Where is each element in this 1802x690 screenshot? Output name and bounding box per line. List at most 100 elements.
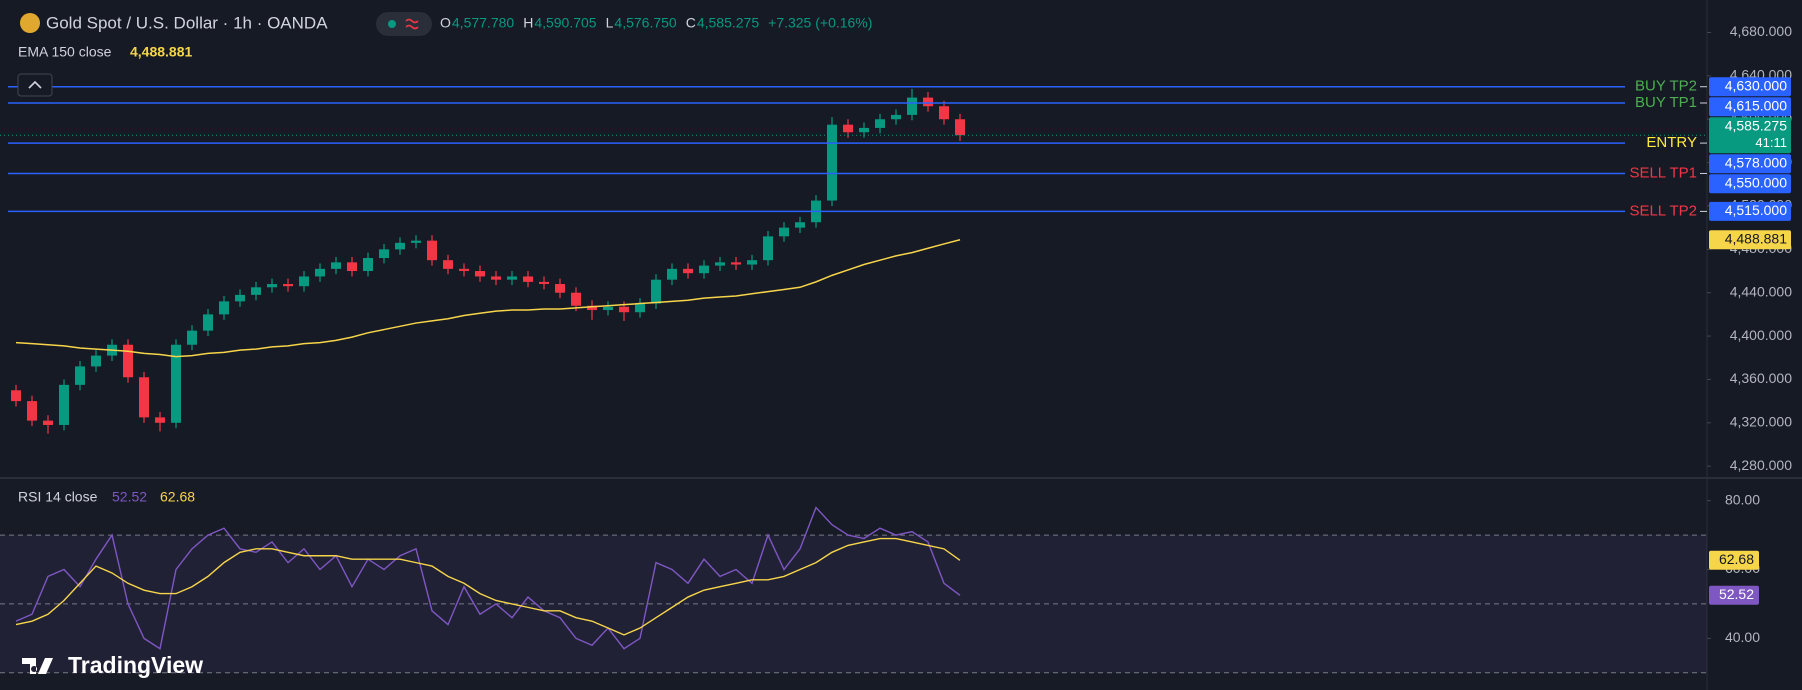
- y-tick-label: 4,400.000: [1730, 327, 1792, 343]
- candle-body: [363, 258, 373, 272]
- y-tick-label: 4,440.000: [1730, 283, 1792, 299]
- price-box: [1709, 201, 1791, 221]
- level-name: SELL TP2: [1629, 202, 1697, 219]
- ohlc-value: 4,590.705: [534, 15, 596, 31]
- candle-body: [571, 292, 581, 306]
- ohlc-key: H: [523, 15, 533, 31]
- candle-body: [331, 262, 341, 269]
- level-name: SELL TP1: [1629, 164, 1697, 181]
- price-box-label: 4,578.000: [1725, 154, 1787, 170]
- symbol-icon: [20, 13, 40, 33]
- rsi-line: [15, 506, 961, 650]
- candle-body: [651, 279, 661, 304]
- candle-body: [315, 268, 325, 277]
- rsi-ma-legend-value: 62.68: [160, 489, 195, 505]
- candle-body: [955, 119, 965, 136]
- price-box: [1709, 174, 1791, 194]
- price-box: [1709, 77, 1791, 97]
- rsi-box: [1709, 585, 1759, 605]
- candle-body: [603, 306, 613, 311]
- candle-body: [475, 271, 485, 277]
- symbol-title: Gold Spot / U.S. Dollar · 1h · OANDA: [46, 13, 328, 32]
- candle-body: [827, 124, 837, 201]
- price-box-label: 4,615.000: [1725, 97, 1787, 113]
- collapse-icon: [28, 80, 42, 89]
- ohlc-value: 4,576.750: [614, 15, 676, 31]
- candle-body: [699, 265, 709, 274]
- candle-body: [299, 276, 309, 287]
- rsi-box-label: 62.68: [1719, 551, 1754, 567]
- watermark-logo: [22, 658, 53, 674]
- price-box: [1709, 230, 1791, 250]
- candle-body: [907, 97, 917, 115]
- candle-body: [555, 284, 565, 293]
- candle-body: [635, 303, 645, 313]
- ema-legend: EMA 150 close: [18, 44, 112, 60]
- watermark: TradingView: [68, 652, 203, 678]
- ohlc-value: 4,585.275: [697, 15, 759, 31]
- candle-body: [283, 284, 293, 287]
- price-box-label: 41:11: [1755, 135, 1787, 150]
- candle-body: [11, 390, 21, 402]
- y-tick-label: 80.00: [1725, 491, 1760, 507]
- candle-body: [683, 268, 693, 274]
- y-tick-label: 4,360.000: [1730, 370, 1792, 386]
- candle-body: [43, 420, 53, 425]
- candle-body: [939, 106, 949, 120]
- candle-body: [411, 240, 421, 243]
- candle-body: [75, 366, 85, 385]
- level-name: BUY TP1: [1635, 94, 1697, 111]
- ohlc: O 4,577.780 H 4,590.705 L 4,576.750 C 4,585.275…: [440, 15, 872, 31]
- ohlc-value: 4,577.780: [452, 15, 514, 31]
- y-tick-label: 4,280.000: [1730, 457, 1792, 473]
- collapse-button[interactable]: [17, 73, 53, 97]
- candle-body: [587, 305, 597, 311]
- candle-body: [267, 284, 277, 288]
- candle-body: [779, 227, 789, 237]
- price-box-label: 4,550.000: [1725, 174, 1787, 190]
- price-axis: 4,280.000 4,320.000 4,360.000 4,400.000 4,44…: [1707, 23, 1792, 645]
- rsi-legend: RSI 14 close: [18, 489, 98, 505]
- candle-body: [139, 377, 149, 418]
- price-box-label: 4,585.275: [1725, 117, 1787, 133]
- rsi-pane: [0, 480, 1707, 690]
- price-box: [1709, 154, 1791, 174]
- candle-body: [347, 262, 357, 272]
- price-box: [1709, 97, 1791, 117]
- change: +7.325 (+0.16%): [768, 15, 872, 31]
- ema-legend-value: 4,488.881: [130, 44, 192, 60]
- candle-body: [523, 276, 533, 282]
- candle-body: [427, 240, 437, 261]
- y-tick-label: 4,680.000: [1730, 23, 1792, 39]
- status-dot: [388, 20, 396, 28]
- candle-body: [443, 260, 453, 269]
- candle-body: [187, 330, 197, 345]
- candle-body: [795, 222, 805, 228]
- candle-body: [59, 384, 69, 425]
- candle-body: [491, 276, 501, 280]
- candle-body: [859, 127, 869, 133]
- candle-body: [763, 236, 773, 261]
- status-pill: [376, 12, 432, 36]
- candle-body: [667, 268, 677, 280]
- ohlc-key: O: [440, 15, 451, 31]
- y-tick-label: 4,320.000: [1730, 413, 1792, 429]
- candle-body: [731, 262, 741, 265]
- candle-body: [171, 344, 181, 423]
- ohlc-key: L: [606, 15, 614, 31]
- price-box-label: 4,488.881: [1725, 230, 1787, 246]
- candle-body: [219, 301, 229, 315]
- candle-body: [251, 287, 261, 295]
- candle-body: [619, 306, 629, 313]
- candle-body: [923, 97, 933, 107]
- price-box-label: 4,630.000: [1725, 77, 1787, 93]
- candle-body: [747, 260, 757, 265]
- rsi-box: [1709, 550, 1759, 570]
- candle-body: [27, 401, 37, 421]
- candle-body: [507, 276, 517, 280]
- candle-body: [235, 294, 245, 302]
- level-name: ENTRY: [1646, 134, 1697, 151]
- candle-body: [715, 262, 725, 266]
